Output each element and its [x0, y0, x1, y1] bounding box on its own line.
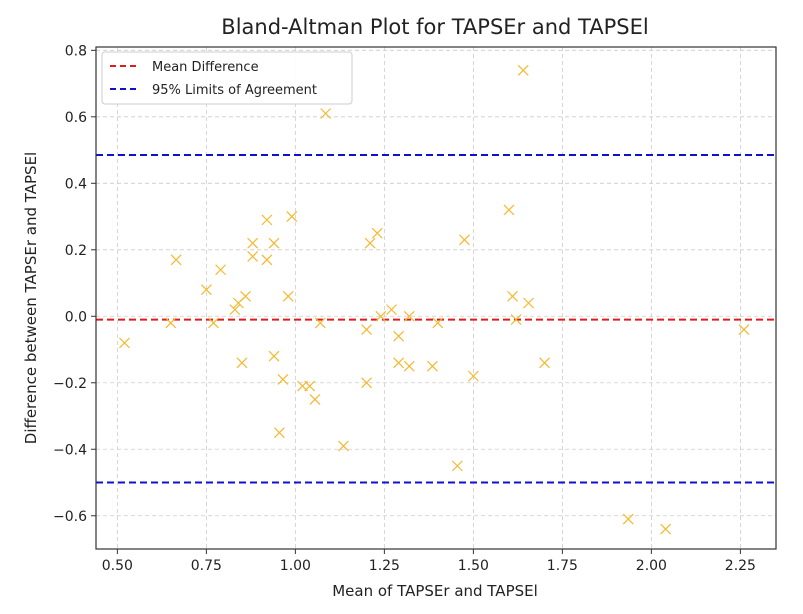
data-point-marker — [427, 360, 438, 372]
y-tick-label: 0.2 — [65, 243, 87, 259]
data-point-marker — [361, 324, 373, 336]
data-point-marker — [467, 370, 479, 382]
data-point-marker — [261, 254, 273, 266]
data-point-marker — [375, 310, 387, 322]
data-point-marker — [660, 523, 672, 535]
x-tick-label: 1.00 — [280, 558, 311, 574]
data-point-marker — [459, 234, 470, 246]
data-point-marker — [286, 211, 298, 222]
data-point-marker — [309, 393, 321, 405]
data-point-marker — [320, 108, 332, 119]
data-point-marker — [510, 314, 522, 326]
x-tick-label: 0.75 — [191, 558, 222, 574]
data-point-marker — [170, 254, 182, 266]
data-point-marker — [304, 380, 316, 392]
data-point-marker — [273, 427, 285, 439]
data-point-marker — [503, 204, 515, 216]
plot-frame — [95, 46, 777, 550]
y-tick-label: 0.4 — [65, 176, 87, 192]
data-point-marker — [229, 304, 241, 316]
data-point-marker — [451, 460, 463, 472]
y-tick-label: 0.0 — [65, 309, 87, 325]
y-axis-label: Difference between TAPSEr and TAPSEl — [22, 152, 40, 444]
data-point-marker — [338, 440, 349, 452]
data-point-marker — [393, 330, 405, 342]
x-tick-label: 2.00 — [636, 558, 667, 574]
data-point-marker — [261, 214, 273, 226]
grid — [96, 47, 776, 549]
data-point-marker — [268, 350, 280, 362]
data-point-marker — [236, 357, 248, 369]
axis-ticks: 0.50 0.75 1.00 1.25 1.50 1.75 2.00 2.25 −0.6 −0.4… — [53, 43, 756, 574]
data-point-marker — [314, 317, 326, 329]
data-point-marker — [247, 251, 259, 262]
x-axis-label: Mean of TAPSEr and TAPSEl — [332, 582, 538, 600]
data-point-marker — [282, 290, 294, 302]
data-point-marker — [432, 317, 444, 329]
data-point-marker — [393, 357, 405, 369]
data-point-marker — [371, 227, 383, 239]
data-point-marker — [277, 374, 289, 385]
data-point-marker — [403, 310, 415, 322]
data-point-marker — [240, 290, 251, 302]
data-point-marker — [165, 317, 177, 329]
data-point-marker — [539, 357, 551, 369]
data-point-marker — [517, 64, 529, 76]
legend-label-limits: 95% Limits of Agreement — [152, 83, 317, 98]
data-point-marker — [386, 304, 397, 316]
data-point-marker — [200, 284, 212, 296]
legend-box — [101, 51, 353, 105]
data-point-marker — [622, 513, 634, 525]
x-tick-label: 2.25 — [725, 558, 756, 574]
reference-lines — [96, 154, 776, 484]
x-tick-label: 1.25 — [369, 558, 400, 574]
data-point-marker — [119, 337, 130, 349]
data-point-marker — [208, 317, 219, 329]
legend: Mean Difference 95% Limits of Agreement — [101, 51, 353, 105]
chart-title: Bland-Altman Plot for TAPSEr and TAPSEl — [221, 15, 648, 39]
data-point-marker — [247, 237, 259, 249]
y-tick-label: 0.6 — [65, 110, 87, 126]
y-tick-label: −0.6 — [53, 509, 87, 525]
x-tick-label: 0.50 — [102, 558, 133, 574]
data-point-marker — [738, 324, 750, 336]
data-points — [119, 64, 750, 535]
data-point-marker — [523, 297, 534, 309]
data-point-marker — [364, 237, 376, 249]
x-tick-label: 1.50 — [458, 558, 489, 574]
data-point-marker — [507, 290, 518, 302]
y-tick-label: 0.8 — [65, 43, 87, 59]
data-point-marker — [361, 377, 373, 389]
data-point-marker — [215, 264, 227, 276]
x-tick-label: 1.75 — [547, 558, 578, 574]
y-tick-label: −0.2 — [53, 376, 87, 392]
data-point-marker — [268, 237, 280, 249]
legend-label-mean: Mean Difference — [152, 60, 259, 75]
data-point-marker — [403, 360, 415, 372]
y-tick-label: −0.4 — [53, 442, 87, 458]
